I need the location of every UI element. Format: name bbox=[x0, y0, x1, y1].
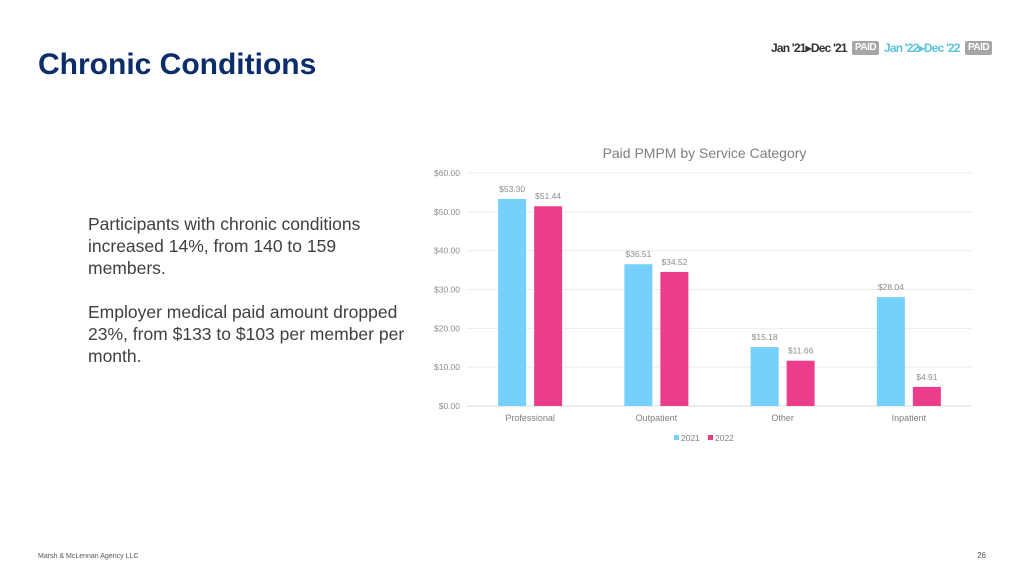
page-number: 26 bbox=[977, 551, 986, 560]
data-label: $36.51 bbox=[625, 249, 651, 259]
data-label: $28.04 bbox=[878, 282, 904, 292]
data-label: $53.30 bbox=[499, 184, 525, 194]
data-label: $4.91 bbox=[916, 372, 938, 382]
bar-2022 bbox=[534, 206, 563, 406]
period-2022: Jan '22▸Dec '22 bbox=[884, 41, 961, 55]
summary-text: Participants with chronic conditions inc… bbox=[88, 213, 418, 389]
y-tick-label: $50.00 bbox=[434, 207, 460, 217]
data-label: $34.52 bbox=[661, 257, 687, 267]
paid-badge-2021: PAID bbox=[852, 41, 880, 55]
legend-swatch-2022 bbox=[708, 435, 713, 440]
chart-title: Paid PMPM by Service Category bbox=[603, 145, 807, 161]
x-tick-label: Professional bbox=[505, 413, 555, 423]
x-tick-label: Other bbox=[771, 413, 794, 423]
x-tick-label: Inpatient bbox=[892, 413, 927, 423]
data-label: $51.44 bbox=[535, 191, 561, 201]
bar-2021 bbox=[750, 347, 779, 406]
x-tick-label: Outpatient bbox=[636, 413, 678, 423]
y-tick-label: $60.00 bbox=[434, 168, 460, 178]
footer-company: Marsh & McLennan Agency LLC bbox=[38, 553, 139, 560]
data-label: $11.66 bbox=[788, 346, 814, 356]
y-tick-label: $0.00 bbox=[439, 401, 461, 411]
bar-2021 bbox=[498, 199, 527, 406]
y-tick-label: $40.00 bbox=[434, 246, 460, 256]
bar-2022 bbox=[660, 271, 689, 406]
page-title: Chronic Conditions bbox=[38, 48, 317, 81]
legend-swatch-2021 bbox=[674, 435, 679, 440]
bar-2022 bbox=[786, 360, 815, 406]
bar-2022 bbox=[912, 386, 941, 406]
period-2021: Jan '21▸Dec '21 bbox=[771, 41, 848, 55]
y-tick-label: $30.00 bbox=[434, 285, 460, 295]
summary-paragraph-paid-amount: Employer medical paid amount dropped 23%… bbox=[88, 302, 405, 366]
legend-label-2021: 2021 bbox=[681, 433, 700, 443]
bar-2021 bbox=[876, 297, 905, 406]
paid-badge-2022: PAID bbox=[965, 41, 993, 55]
bar-2021 bbox=[624, 264, 653, 406]
summary-paragraph-participants: Participants with chronic conditions inc… bbox=[88, 214, 361, 278]
y-tick-label: $20.00 bbox=[434, 323, 460, 333]
data-label: $15.18 bbox=[752, 332, 778, 342]
legend-label-2022: 2022 bbox=[715, 433, 734, 443]
y-tick-label: $10.00 bbox=[434, 362, 460, 372]
